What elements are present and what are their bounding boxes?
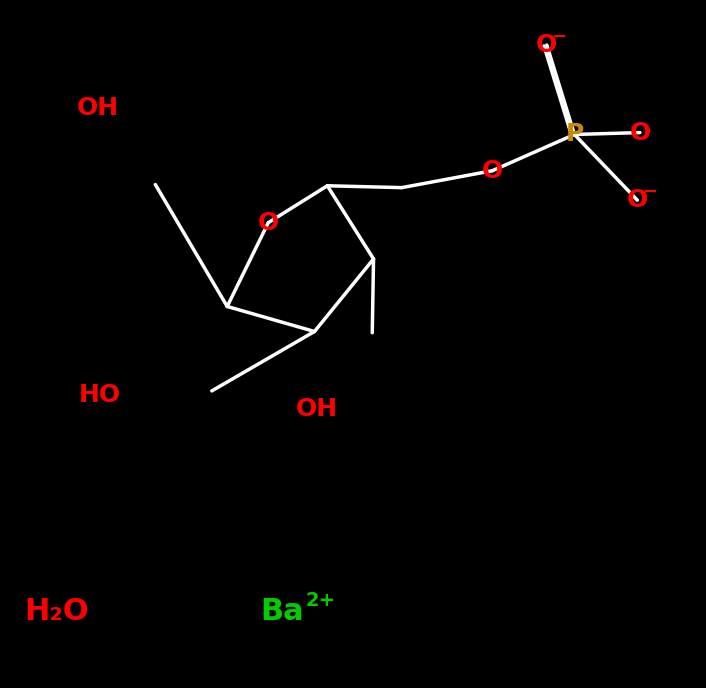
Text: P: P	[566, 122, 584, 147]
Text: HO: HO	[78, 383, 121, 407]
Text: O: O	[627, 188, 648, 212]
Text: OH: OH	[76, 96, 119, 120]
Text: −: −	[642, 183, 657, 201]
Text: O: O	[481, 159, 503, 183]
Text: H₂O: H₂O	[24, 597, 89, 626]
Text: Ba: Ba	[261, 597, 304, 626]
Text: OH: OH	[295, 397, 337, 421]
Text: −: −	[551, 28, 566, 46]
Text: 2+: 2+	[306, 591, 336, 610]
Text: O: O	[629, 120, 650, 144]
Text: O: O	[536, 33, 558, 57]
Text: O: O	[258, 211, 279, 235]
